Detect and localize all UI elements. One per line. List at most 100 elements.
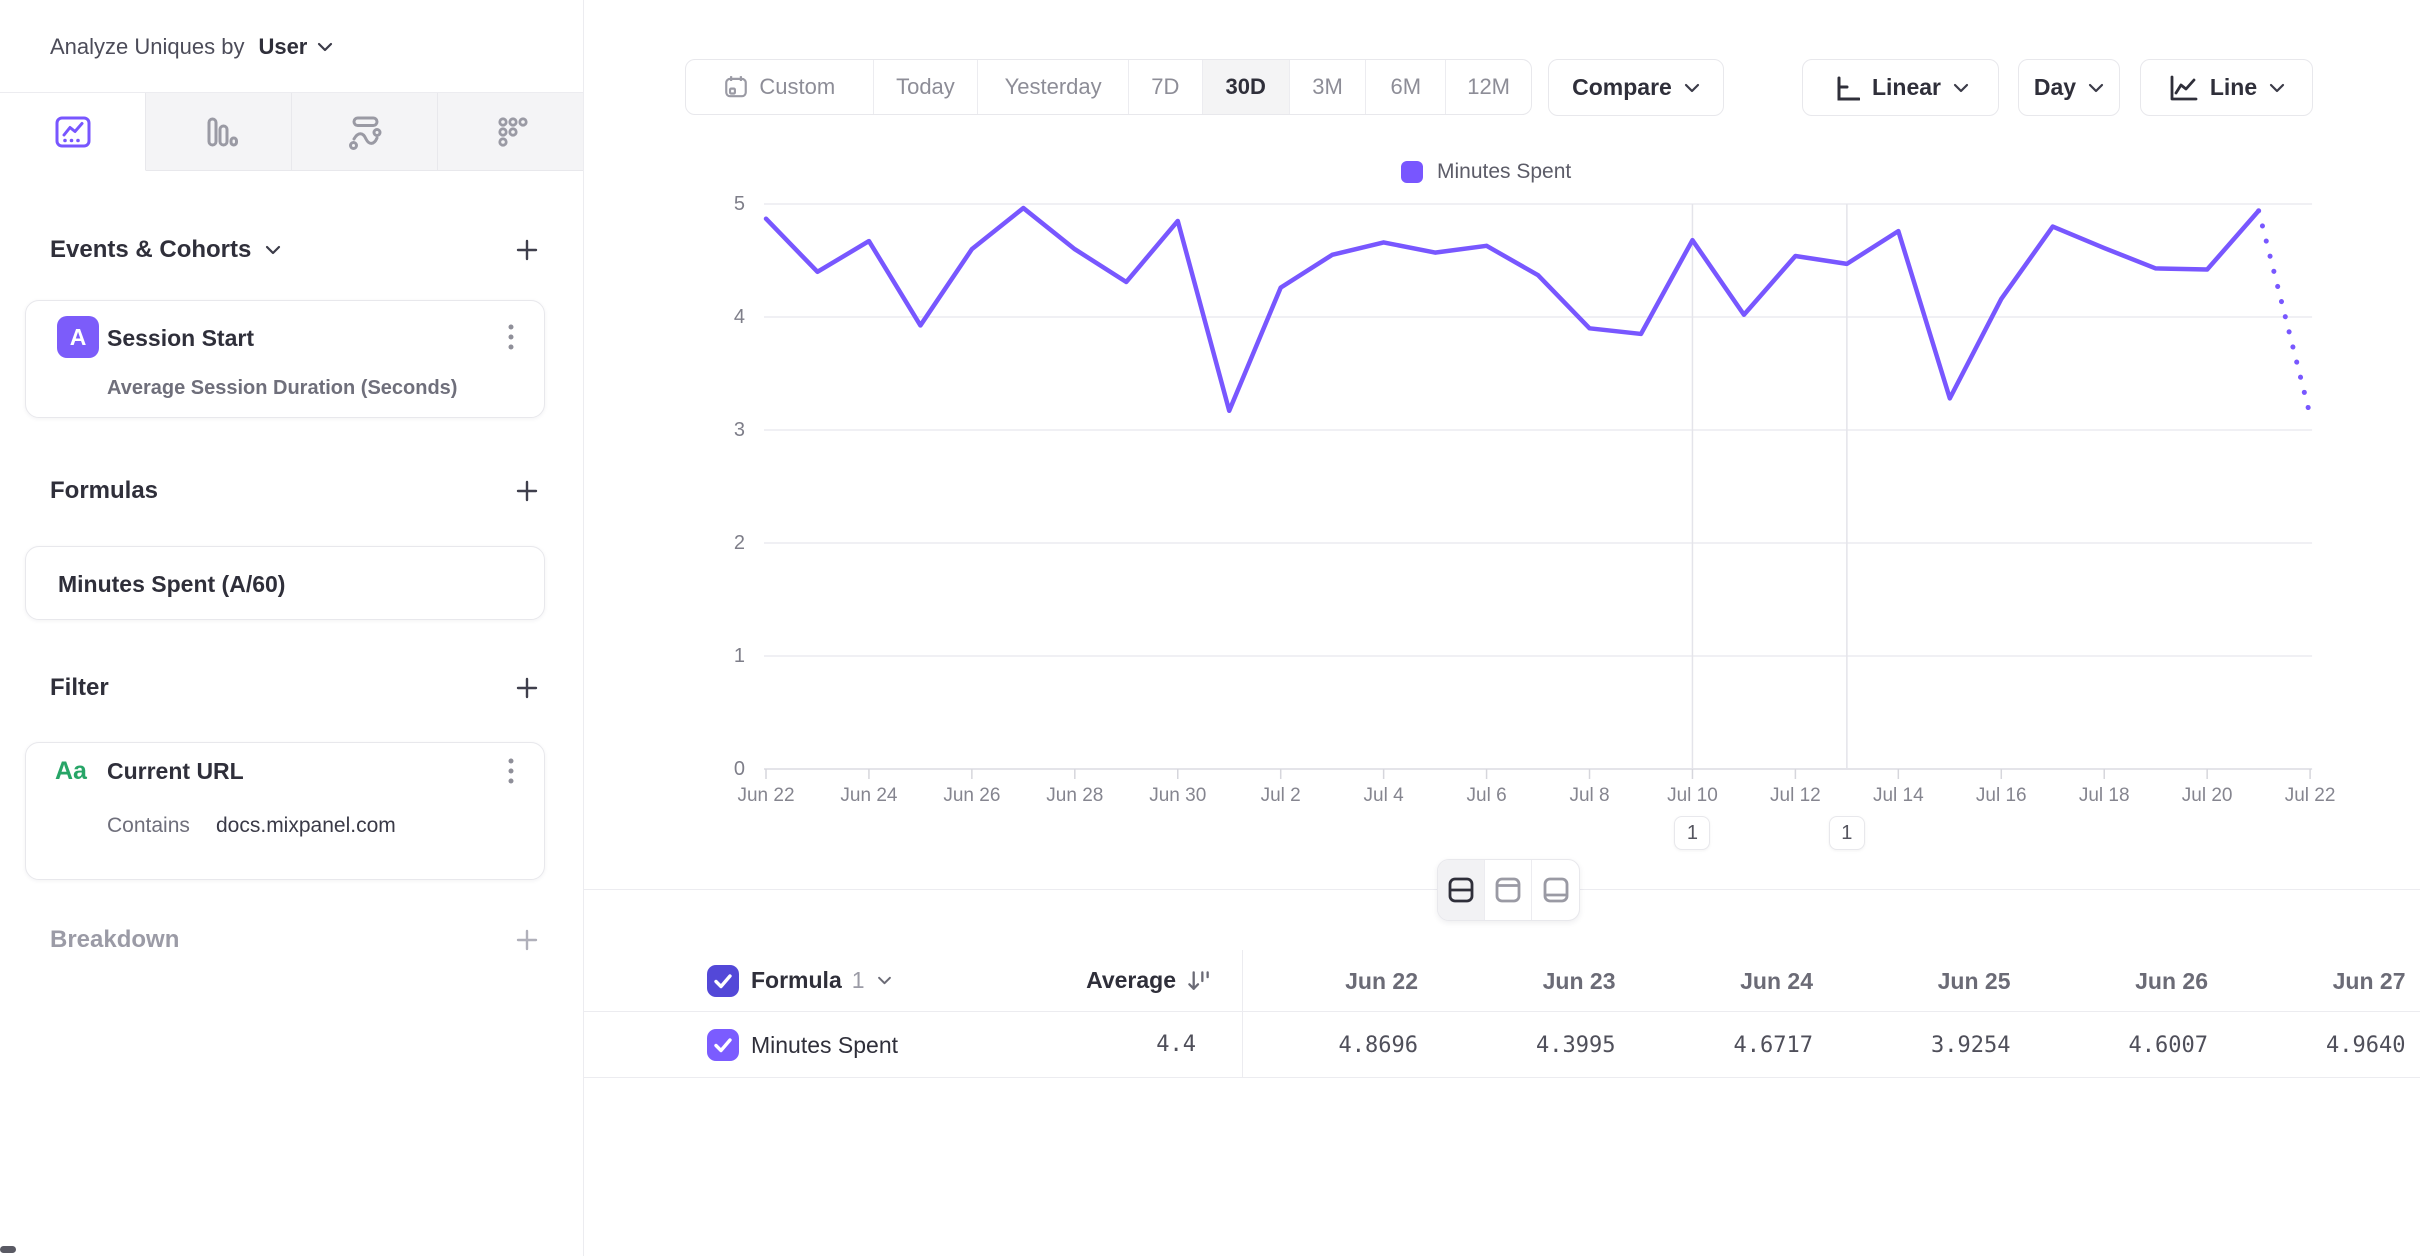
table-only-view-button[interactable] [1532,860,1579,920]
formula-card[interactable]: Minutes Spent (A/60) [25,546,545,620]
event-card-session-start[interactable]: A Session Start Average Session Duration… [25,300,545,418]
range-30d[interactable]: 30D [1202,60,1290,114]
date-column-value: 4.3995 [1536,1032,1616,1058]
filter-operator[interactable]: Contains [107,814,190,837]
x-axis-tick-label: Jun 24 [840,785,898,806]
event-options-kebab-icon[interactable] [492,317,530,357]
range-3m[interactable]: 3M [1290,60,1367,114]
event-aggregation-label[interactable]: Average Session Duration (Seconds) [107,377,458,399]
formula-title: Minutes Spent (A/60) [58,571,286,597]
annotation-badge[interactable]: 1 [1674,816,1711,850]
breakdown-section-header: Breakdown [50,918,545,962]
visualization-tabs [0,93,583,171]
x-axis-tick-label: Jul 10 [1667,785,1718,806]
add-breakdown-button[interactable] [509,922,545,958]
filter-card-current-url[interactable]: Aa Current URL Contains docs.mixpanel.co… [25,742,545,880]
filter-value[interactable]: docs.mixpanel.com [216,814,396,837]
date-column-header: Jun 23 [1542,967,1616,994]
interval-label: Day [2033,74,2077,100]
x-axis-tick-label: Jul 22 [2284,785,2336,806]
analyze-uniques-value-dropdown[interactable]: User [258,33,308,59]
range-label: Custom [759,74,836,99]
layout-toggle [1437,859,1580,921]
chart-legend[interactable]: Minutes Spent [1401,160,1571,184]
chevron-down-icon[interactable] [265,245,281,255]
date-column-value: 4.8696 [1338,1032,1418,1058]
sidebar: Analyze Uniques by User [0,0,583,1256]
row-average-value: 4.4 [1156,1032,1196,1057]
range-custom[interactable]: Custom [686,60,874,114]
x-axis-tick-label: Jul 16 [1975,785,2027,806]
range-label: 7D [1151,74,1180,99]
legend-color-swatch [1401,161,1423,183]
annotation-badge[interactable]: 1 [1828,816,1865,850]
breakdown-heading: Breakdown [50,926,180,953]
x-axis-tick-label: Jul 20 [2181,785,2233,806]
range-6m[interactable]: 6M [1366,60,1447,114]
formula-column-header[interactable]: Formula 1 [751,967,892,994]
x-axis-tick-label: Jun 22 [737,785,795,806]
series-row-checkbox[interactable] [706,1028,740,1062]
date-column-value: 4.6007 [2128,1032,2208,1058]
date-column-value: 4.6717 [1733,1032,1813,1058]
range-yesterday[interactable]: Yesterday [978,60,1129,114]
date-column-header: Jun 27 [2332,967,2406,994]
events-cohorts-heading: Events & Cohorts [50,236,252,263]
add-event-button[interactable] [509,232,545,268]
date-range-picker: Custom Today Yesterday 7D 30D 3M 6M 12M [685,59,1532,115]
range-label: 12M [1467,74,1510,99]
compare-label: Compare [1572,74,1672,100]
table-row-minutes-spent[interactable]: Minutes Spent 4.4 [584,1012,2420,1078]
filter-heading: Filter [50,674,109,701]
add-formula-button[interactable] [509,473,545,509]
filter-property-title: Current URL [107,758,244,784]
tab-metrics[interactable] [438,93,583,171]
interval-button[interactable]: Day [2018,59,2120,116]
range-label: 3M [1312,74,1343,99]
divider [0,92,583,93]
range-7d[interactable]: 7D [1129,60,1203,114]
compare-button[interactable]: Compare [1548,59,1724,116]
tab-insights-line[interactable] [0,93,146,171]
flow-icon [342,109,388,155]
tab-flow[interactable] [292,93,438,171]
chevron-down-icon[interactable] [317,42,333,52]
formula-header-label: Formula [751,967,842,993]
date-column-header: Jun 25 [1937,967,2011,994]
date-column-header: Jun 26 [2135,967,2208,994]
formulas-heading: Formulas [50,477,159,504]
range-12m[interactable]: 12M [1446,60,1531,114]
sidebar-divider [583,0,584,1256]
range-label: 6M [1390,74,1422,99]
y-axis-tick-label: 2 [733,532,745,554]
x-axis-tick-label: Jun 26 [943,785,1001,806]
y-axis-tick-label: 0 [733,758,745,780]
range-label: Yesterday [1004,74,1102,99]
range-today[interactable]: Today [874,60,979,114]
x-axis-tick-label: Jul 4 [1363,785,1404,806]
string-property-icon: Aa [55,757,87,785]
y-scale-button[interactable]: Linear [1802,59,1999,116]
split-view-button[interactable] [1438,860,1485,920]
average-column-header[interactable]: Average [1086,967,1211,994]
x-axis-tick-label: Jul 8 [1569,785,1610,806]
linear-scale-icon [1832,74,1860,102]
series-select-all-checkbox[interactable] [706,964,740,998]
table-column-divider [1242,950,1243,1078]
tab-bar-chart[interactable] [146,93,292,171]
filter-options-kebab-icon[interactable] [492,751,530,791]
chart-type-button[interactable]: Line [2140,59,2313,116]
formulas-section-header: Formulas [50,469,545,513]
y-axis-tick-label: 4 [733,306,745,328]
row-series-name: Minutes Spent [751,1032,899,1058]
y-axis-tick-label: 5 [733,193,745,215]
range-label: 30D [1225,74,1266,99]
bar-chart-icon [196,109,242,155]
chart-only-view-button[interactable] [1485,860,1532,920]
analyze-uniques-row: Analyze Uniques by User [50,0,333,93]
x-axis-tick-label: Jul 2 [1260,785,1301,806]
x-axis-tick-label: Jun 28 [1046,785,1104,806]
add-filter-button[interactable] [509,670,545,706]
line-chart-icon [50,109,96,155]
scrollbar-thumb[interactable] [0,1246,16,1253]
